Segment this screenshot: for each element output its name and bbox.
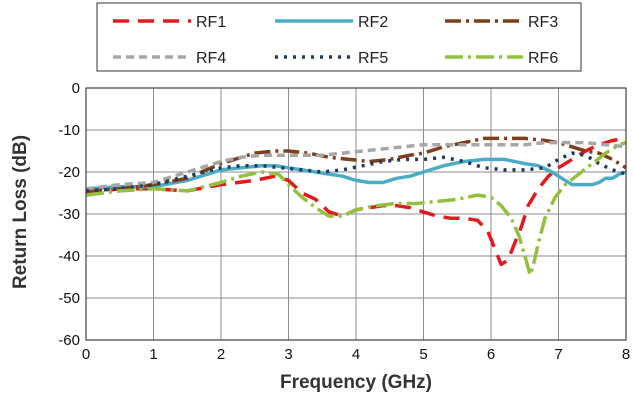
- x-tick-label: 2: [217, 346, 225, 363]
- x-tick-label: 3: [284, 346, 292, 363]
- y-tick-label: -50: [58, 290, 80, 307]
- x-tick-label: 6: [487, 346, 495, 363]
- legend-label-rf6: RF6: [528, 50, 558, 67]
- x-tick-label: 7: [554, 346, 562, 363]
- x-tick-label: 1: [149, 346, 157, 363]
- y-tick-labels: 0 -10 -20 -30 -40 -50 -60: [58, 80, 80, 349]
- y-tick-label: -60: [58, 332, 80, 349]
- y-tick-label: -30: [58, 206, 80, 223]
- legend-label-rf3: RF3: [528, 14, 558, 31]
- y-tick-label: -20: [58, 164, 80, 181]
- y-tick-label: -40: [58, 248, 80, 265]
- legend: RF1 RF2 RF3 RF4 RF5 RF6: [96, 2, 582, 72]
- x-tick-label: 0: [82, 346, 90, 363]
- y-tick-label: -10: [58, 122, 80, 139]
- x-tick-label: 4: [352, 346, 360, 363]
- x-tick-labels: 0 1 2 3 4 5 6 7 8: [82, 346, 630, 363]
- y-tick-label: 0: [72, 80, 80, 97]
- x-tick-label: 8: [622, 346, 630, 363]
- series-line-rf4: [85, 140, 627, 191]
- legend-label-rf4: RF4: [196, 50, 226, 67]
- series-line-rf5: [85, 151, 627, 193]
- legend-label-rf2: RF2: [358, 14, 388, 31]
- legend-label-rf5: RF5: [358, 50, 388, 67]
- x-axis-title: Frequency (GHz): [280, 372, 432, 393]
- series-line-rf6: [85, 140, 627, 277]
- series-line-rf1: [85, 136, 627, 267]
- legend-label-rf1: RF1: [196, 14, 226, 31]
- y-axis-title: Return Loss (dB): [10, 135, 31, 289]
- legend-box: [96, 2, 582, 72]
- series-lines: [85, 136, 627, 277]
- plot-border: [85, 87, 627, 341]
- x-tick-label: 5: [419, 346, 427, 363]
